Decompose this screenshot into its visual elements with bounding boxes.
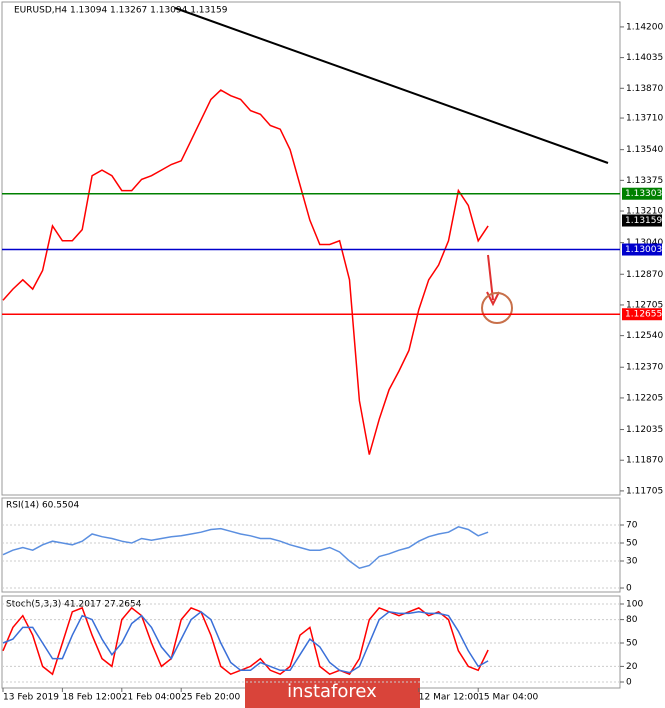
stoch-panel [1,595,621,689]
y-tick-label: 0 [626,584,632,594]
x-tick-label: 18 Feb 12:00 [62,693,121,703]
y-tick-label: 30 [626,557,638,567]
series-line [2,525,489,570]
y-tick-label: 1.14035 [626,53,663,63]
x-tick-label: 25 Feb 20:00 [181,693,240,703]
level-label: 1.12655 [625,310,662,320]
y-tick-label: 50 [626,539,638,549]
target-circle [481,292,513,324]
y-tick-label: 1.11705 [626,486,663,496]
level-label-box [622,243,662,256]
price-panel [1,1,621,496]
level-label-box [622,308,662,321]
y-tick-label: 70 [626,521,638,531]
level-label-box [622,187,662,200]
rsi-title: RSI(14) 60.5504 [6,501,79,511]
level-label: 1.13003 [625,245,662,255]
chart-title: EURUSD,H4 1.13094 1.13267 1.13094 1.1315… [14,6,228,16]
y-tick-label: 80 [626,615,638,625]
watermark-box [245,678,420,708]
current-price-box [622,214,662,227]
y-tick-label: 0 [626,678,632,688]
y-tick-label: 1.13710 [626,114,663,124]
y-tick-label: 1.12870 [626,270,663,280]
y-tick-label: 1.13375 [626,176,663,186]
y-tick-label: 1.13210 [626,207,663,217]
y-tick-label: 1.12035 [626,425,663,435]
y-tick-label: 20 [626,662,638,672]
trend-line [174,7,609,164]
y-tick-label: 1.13870 [626,84,663,94]
y-tick-label: 1.12370 [626,363,663,373]
current-price: 1.13159 [625,216,662,226]
series-line [2,610,489,674]
series-line [2,606,489,676]
y-tick-label: 1.11870 [626,456,663,466]
y-tick-label: 1.12205 [626,393,663,403]
y-tick-label: 50 [626,639,638,649]
x-tick-label: 13 Feb 2019 [3,693,59,703]
rsi-panel [1,497,621,593]
stoch-title: Stoch(5,3,3) 41.2017 27.2654 [6,600,142,610]
watermark: instaforex [287,681,377,702]
x-tick-label: 21 Feb 04:00 [122,693,181,703]
y-tick-label: 1.14200 [626,22,663,32]
y-tick-label: 1.13540 [626,145,663,155]
series-line [2,89,489,455]
level-label: 1.13303 [625,189,662,199]
y-tick-label: 1.12540 [626,331,663,341]
x-tick-label: 15 Mar 04:00 [478,693,538,703]
y-tick-label: 1.13040 [626,238,663,248]
y-tick-label: 1.12705 [626,300,663,310]
x-tick-label: 12 Mar 12:00 [419,693,479,703]
y-tick-label: 100 [626,600,643,610]
